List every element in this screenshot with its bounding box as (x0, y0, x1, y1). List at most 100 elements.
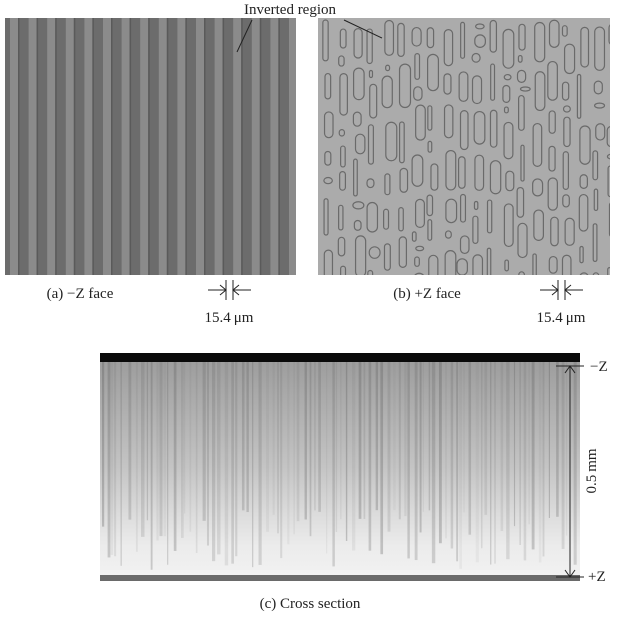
domain (456, 258, 468, 275)
domain (518, 94, 525, 131)
domain (489, 19, 498, 53)
domain (608, 24, 610, 45)
domain (339, 73, 348, 116)
domain (398, 63, 412, 109)
stripe (270, 18, 279, 275)
domain (486, 199, 493, 234)
domain (444, 230, 452, 239)
domain (354, 235, 367, 275)
domain (503, 121, 514, 160)
streak (120, 360, 122, 566)
domain (489, 109, 498, 148)
streak (114, 360, 117, 557)
domain (323, 111, 334, 139)
domain (385, 121, 398, 162)
streak (183, 360, 186, 514)
domain (352, 111, 362, 127)
streak (556, 360, 559, 517)
stripe-edge (92, 18, 94, 275)
streak (293, 360, 295, 535)
stripe-edge (166, 18, 169, 275)
domain (474, 34, 486, 48)
streak (459, 360, 462, 569)
streak (224, 360, 229, 566)
annotation: Inverted region (244, 2, 337, 18)
domain (561, 81, 570, 101)
streak (314, 360, 316, 511)
streak (463, 360, 465, 513)
domain (324, 150, 332, 166)
domain (503, 203, 514, 248)
domain (414, 256, 420, 267)
domain (352, 67, 365, 101)
streak (318, 360, 321, 512)
streak (387, 360, 391, 532)
stripe (28, 18, 37, 275)
domain (611, 250, 618, 255)
domain (576, 73, 582, 119)
stripe (84, 18, 93, 275)
domain (338, 204, 344, 231)
domain (427, 219, 433, 241)
streak (500, 360, 504, 532)
scale-label-b: 15.4 μm (537, 310, 586, 326)
domain (579, 272, 589, 275)
domain (338, 129, 346, 137)
domain (561, 25, 568, 37)
domain (474, 23, 485, 30)
streak (206, 360, 209, 546)
domain (489, 160, 502, 195)
domain (564, 217, 575, 246)
streak (304, 360, 307, 520)
streak (393, 360, 396, 511)
domain (369, 83, 378, 119)
domain (548, 110, 556, 134)
streak (475, 360, 479, 563)
domain (428, 254, 439, 275)
streak (235, 360, 238, 557)
domain (411, 26, 422, 47)
domain (502, 84, 511, 103)
streak (484, 360, 488, 515)
streak (494, 360, 496, 564)
stripe-edge (241, 18, 243, 275)
stripe-edge (18, 18, 20, 275)
domain (503, 106, 509, 114)
streak (561, 360, 565, 549)
stripe (233, 18, 242, 275)
streak (358, 360, 362, 519)
domain (503, 73, 512, 81)
stripe (47, 18, 56, 275)
domain (398, 236, 408, 268)
streak (107, 360, 111, 558)
streak (414, 360, 418, 561)
domain (593, 188, 599, 212)
domain (352, 201, 365, 210)
surface (100, 575, 580, 581)
domain (607, 267, 610, 275)
streak (528, 360, 530, 525)
domain (608, 202, 610, 237)
domain (415, 104, 426, 141)
domain (473, 200, 479, 211)
streak (407, 360, 410, 559)
domain (353, 158, 358, 197)
domain (533, 209, 544, 241)
micrograph-a (5, 18, 296, 275)
domain (548, 145, 556, 172)
stripe (158, 18, 167, 275)
domain (534, 21, 546, 63)
streak (513, 360, 516, 527)
streak (332, 360, 335, 567)
domain (398, 121, 405, 164)
streak (195, 360, 198, 553)
streak (445, 360, 447, 539)
domain (532, 122, 543, 167)
caption-b: (b) +Z face (393, 286, 461, 302)
domain (607, 165, 610, 198)
domain (562, 194, 570, 208)
streak (280, 360, 283, 559)
domain (550, 216, 559, 247)
domain (579, 245, 584, 264)
